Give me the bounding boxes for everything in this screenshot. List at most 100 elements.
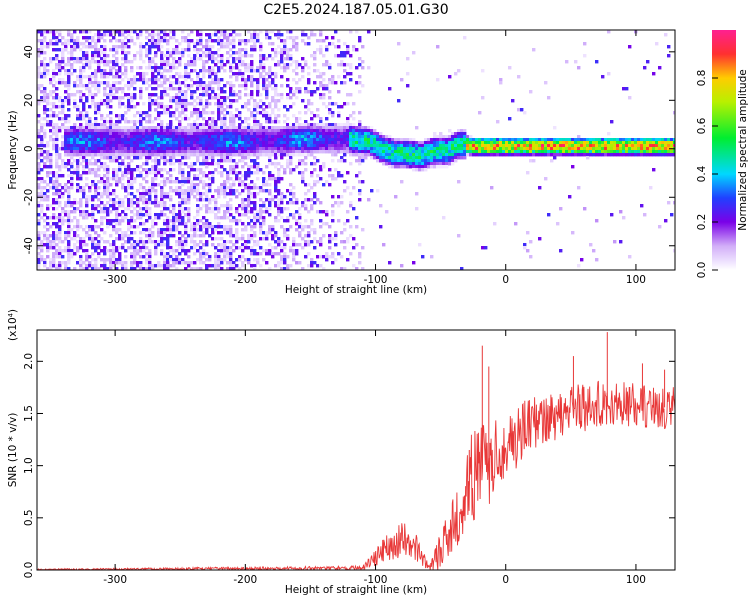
heatmap-cell [97, 108, 101, 112]
heatmap-cell [232, 36, 236, 40]
heatmap-cell [55, 39, 59, 43]
heatmap-cell [262, 180, 266, 184]
heatmap-cell [109, 219, 113, 223]
heatmap-cell [229, 186, 233, 190]
heatmap-cell [361, 147, 365, 151]
heatmap-cell [175, 177, 179, 181]
heatmap-cell [247, 198, 251, 202]
heatmap-cell [100, 138, 104, 142]
heatmap-cell [280, 60, 284, 64]
heatmap-cell [76, 249, 80, 253]
heatmap-cell [112, 135, 116, 139]
heatmap-cell [40, 123, 44, 127]
heatmap-cell [43, 186, 47, 190]
heatmap-cell [163, 144, 167, 148]
heatmap-cell [235, 72, 239, 76]
heatmap-cell [316, 210, 320, 214]
heatmap-cell [184, 267, 188, 270]
heatmap-cell [112, 258, 116, 262]
heatmap-cell [268, 189, 272, 193]
heatmap-cell [181, 90, 185, 94]
heatmap-cell [127, 177, 131, 181]
heatmap-cell [190, 123, 194, 127]
heatmap-cell [121, 33, 125, 37]
heatmap-cell [433, 159, 437, 163]
heatmap-cell [124, 264, 128, 268]
heatmap-cell [397, 150, 401, 154]
heatmap-cell [112, 192, 116, 196]
heatmap-cell [304, 60, 308, 64]
heatmap-cell [76, 183, 80, 187]
heatmap-cell [88, 63, 92, 67]
heatmap-cell [73, 207, 77, 211]
heatmap-cell [142, 189, 146, 193]
heatmap-cell [121, 45, 125, 49]
heatmap-cell [292, 90, 296, 94]
heatmap-cell [193, 57, 197, 61]
heatmap-cell [124, 36, 128, 40]
heatmap-cell [124, 174, 128, 178]
heatmap-cell [103, 186, 107, 190]
heatmap-cell [301, 228, 305, 232]
heatmap-cell [439, 141, 443, 145]
heatmap-cell [145, 228, 149, 232]
heatmap-cell [235, 78, 239, 82]
heatmap-cell [274, 264, 278, 268]
heatmap-cell [421, 144, 425, 148]
heatmap-cell [229, 93, 233, 97]
heatmap-cell [52, 48, 56, 52]
heatmap-cell [82, 228, 86, 232]
heatmap-cell [166, 264, 170, 268]
heatmap-cell [208, 210, 212, 214]
heatmap-cell [154, 75, 158, 79]
heatmap-cell [58, 189, 62, 193]
heatmap-cell [280, 153, 284, 157]
heatmap-cell [124, 216, 128, 220]
heatmap-cell [271, 252, 275, 256]
heatmap-cell [394, 162, 398, 166]
heatmap-cell [328, 144, 332, 148]
heatmap-cell [91, 267, 95, 270]
heatmap-cell [337, 195, 341, 199]
heatmap-cell [85, 45, 89, 49]
heatmap-cell [211, 159, 215, 163]
heatmap-cell [112, 255, 116, 259]
heatmap-cell [163, 159, 167, 163]
heatmap-cell [133, 156, 137, 160]
heatmap-cell [178, 42, 182, 46]
heatmap-cell [277, 132, 281, 136]
heatmap-cell [178, 111, 182, 115]
heatmap-cell [73, 237, 77, 241]
heatmap-cell [286, 153, 290, 157]
heatmap-cell [76, 135, 80, 139]
heatmap-cell [160, 210, 164, 214]
heatmap-cell [217, 144, 221, 148]
heatmap-cell [217, 171, 221, 175]
heatmap-cell [406, 162, 410, 166]
heatmap-cell [307, 225, 311, 229]
heatmap-cell [208, 93, 212, 97]
heatmap-cell [370, 144, 374, 148]
heatmap-cell [151, 225, 155, 229]
heatmap-cell [94, 207, 98, 211]
heatmap-cell [355, 48, 359, 52]
heatmap-cell [55, 132, 59, 136]
heatmap-cell [241, 39, 245, 43]
heatmap-cell [58, 69, 62, 73]
heatmap-cell [154, 240, 158, 244]
heatmap-cell [211, 150, 215, 154]
heatmap-cell [379, 138, 383, 142]
heatmap-cell [151, 150, 155, 154]
heatmap-cell [91, 54, 95, 58]
heatmap-cell [295, 132, 299, 136]
heatmap-cell [229, 147, 233, 151]
heatmap-cell [61, 186, 65, 190]
heatmap-cell [85, 210, 89, 214]
heatmap-cell [124, 60, 128, 64]
heatmap-cell [49, 258, 53, 262]
heatmap-cell [217, 84, 221, 88]
heatmap-cell [172, 138, 176, 142]
heatmap-cell [430, 144, 434, 148]
heatmap-cell [253, 126, 257, 130]
heatmap-cell [154, 192, 158, 196]
